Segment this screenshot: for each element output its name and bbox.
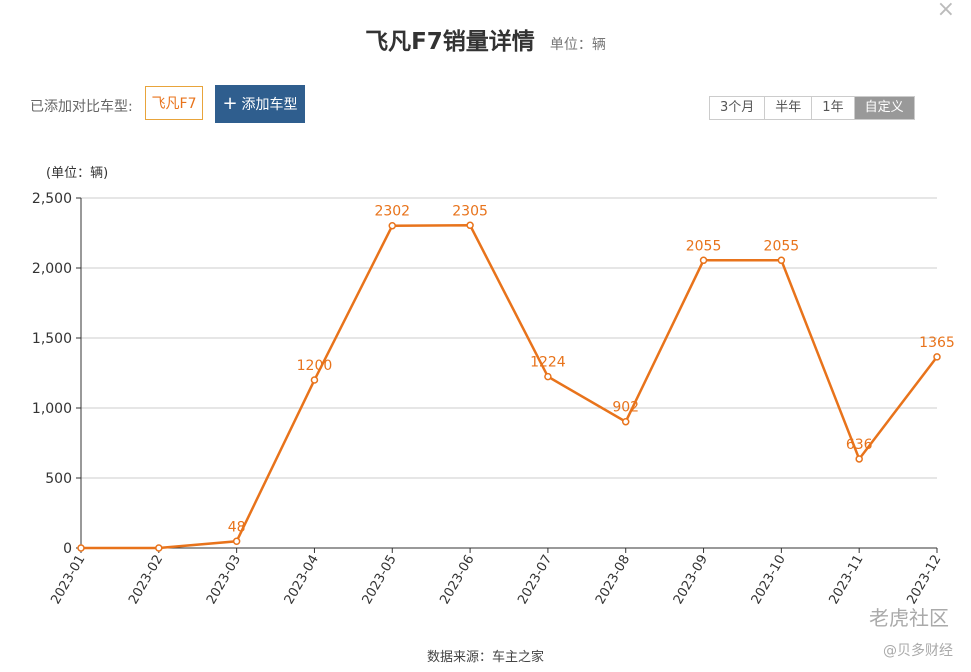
data-label: 902 <box>612 400 639 416</box>
title-row: 飞凡F7销量详情 单位：辆 <box>0 22 971 56</box>
x-tick-label: 2023-01 <box>48 553 88 608</box>
data-point <box>155 544 163 552</box>
title-unit: 单位：辆 <box>549 37 606 53</box>
data-point <box>232 537 241 546</box>
data-point <box>77 544 85 552</box>
x-tick-label: 2023-08 <box>593 553 633 608</box>
data-label: 2305 <box>452 203 488 219</box>
page-title: 飞凡F7销量详情 <box>365 29 535 55</box>
watermark-community: 老虎社区 <box>869 606 949 630</box>
data-point <box>466 221 474 230</box>
x-tick-label: 2023-06 <box>437 553 477 608</box>
y-tick-label: 1,000 <box>32 401 72 417</box>
series-line <box>81 224 938 550</box>
data-point <box>621 417 630 426</box>
compare-label: 已添加对比车型: <box>30 99 133 115</box>
x-tick-label: 2023-03 <box>204 553 244 608</box>
data-point <box>310 376 319 384</box>
data-label: 636 <box>846 437 873 453</box>
chart-unit-label: (单位：辆) <box>46 166 109 181</box>
y-tick-label: 2,500 <box>32 191 72 207</box>
x-tick-label: 2023-05 <box>360 553 400 608</box>
data-label: 2055 <box>764 238 800 254</box>
data-point <box>544 372 552 381</box>
y-tick-label: 0 <box>63 541 72 557</box>
y-tick-label: 500 <box>45 471 72 487</box>
y-tick-label: 2,000 <box>32 261 72 277</box>
plus-icon: + <box>222 93 238 114</box>
data-label: 2302 <box>374 204 410 220</box>
add-model-button[interactable]: + 添加车型 <box>215 85 305 123</box>
data-source: 数据来源：车主之家 <box>426 650 544 665</box>
data-point <box>388 221 397 230</box>
data-point <box>933 353 941 361</box>
data-label: 1200 <box>297 358 333 374</box>
tab-3-months[interactable]: 3个月 <box>710 97 766 119</box>
data-label: 2055 <box>686 238 722 254</box>
data-point <box>777 256 786 265</box>
data-label: 1224 <box>530 355 566 371</box>
x-tick-label: 2023-09 <box>671 553 711 608</box>
add-model-label: 添加车型 <box>241 97 298 113</box>
x-tick-label: 2023-04 <box>282 553 322 608</box>
x-tick-label: 2023-12 <box>904 553 944 608</box>
watermark-handle: @贝多财经 <box>883 643 953 659</box>
x-tick-label: 2023-10 <box>749 553 789 608</box>
data-point <box>699 256 708 265</box>
tab-custom[interactable]: 自定义 <box>854 97 914 119</box>
range-tabs: 3个月 半年 1年 自定义 <box>709 96 915 120</box>
close-icon[interactable]: × <box>936 0 955 22</box>
x-tick-label: 2023-07 <box>515 553 555 608</box>
compare-chip-feifan-f7[interactable]: 飞凡F7 <box>145 86 203 120</box>
data-label: 48 <box>228 519 246 535</box>
data-label: 1365 <box>919 335 955 351</box>
tab-1-year[interactable]: 1年 <box>812 97 855 119</box>
x-tick-label: 2023-02 <box>126 553 166 608</box>
y-tick-label: 1,500 <box>32 331 72 347</box>
x-tick-label: 2023-11 <box>826 553 866 608</box>
tab-half-year[interactable]: 半年 <box>765 97 813 119</box>
data-point <box>855 455 863 463</box>
